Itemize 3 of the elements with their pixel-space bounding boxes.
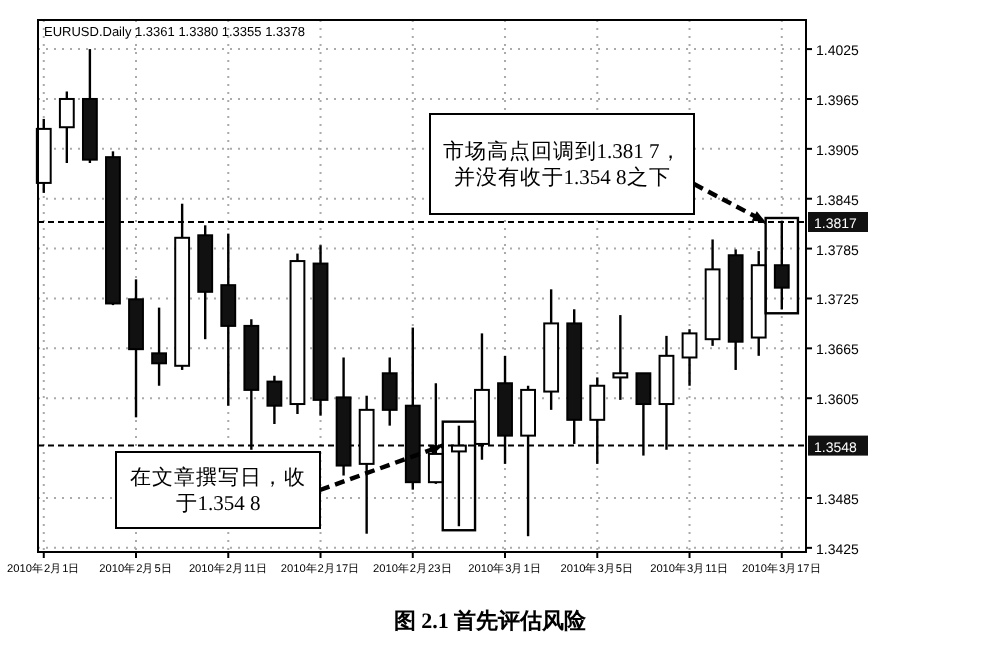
text: 图 2.1 首先评估风险 xyxy=(393,608,589,634)
annotation: 市场高点回调到1.381 7，并没有收于1.354 8之下 xyxy=(442,138,682,190)
annotation: 在文章撰写日，收于1.354 8 xyxy=(130,464,306,516)
